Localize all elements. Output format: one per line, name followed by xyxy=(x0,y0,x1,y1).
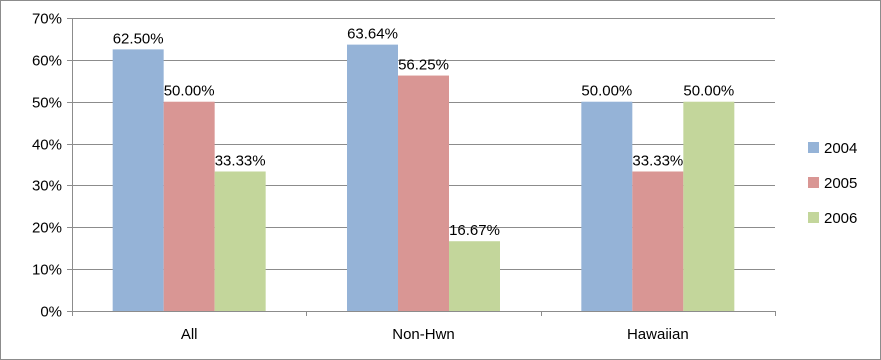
legend-label: 2005 xyxy=(824,175,857,192)
bar xyxy=(347,44,398,311)
bars xyxy=(112,44,735,312)
data-label: 33.33% xyxy=(632,152,683,169)
y-tick-label: 50% xyxy=(32,95,62,112)
data-label: 50.00% xyxy=(581,83,632,100)
y-tick-label: 60% xyxy=(32,53,62,70)
legend-swatch xyxy=(808,212,819,223)
y-tick-label: 70% xyxy=(32,11,62,28)
x-tick-label: Hawaiian xyxy=(627,326,689,343)
x-tick-label: All xyxy=(181,326,198,343)
y-axis: 0% 10% 20% 30% 40% 50% 60% 70% xyxy=(32,11,73,321)
bar xyxy=(163,101,215,311)
x-tick-label: Non-Hwn xyxy=(392,326,455,343)
legend-label: 2004 xyxy=(824,140,857,157)
bar xyxy=(398,75,449,311)
bar xyxy=(112,49,164,312)
data-labels: 62.50% 50.00% 33.33% 63.64%56.25% 16.67% 50.0… xyxy=(113,26,735,240)
data-label: 16.67% xyxy=(449,222,500,239)
bar xyxy=(581,101,633,311)
data-label: 50.00% xyxy=(164,83,215,100)
legend-label: 2006 xyxy=(824,210,857,227)
legend-swatch xyxy=(808,177,819,188)
bar xyxy=(683,101,735,311)
legend: 2004 2005 2006 xyxy=(808,140,857,227)
bar xyxy=(449,241,500,311)
y-tick-label: 10% xyxy=(32,262,62,279)
data-label: 33.33% xyxy=(215,152,266,169)
bar xyxy=(214,171,266,311)
legend-swatch xyxy=(808,142,819,153)
y-tick-label: 0% xyxy=(40,304,62,321)
x-axis: All Non-Hwn Hawaiian xyxy=(72,311,776,343)
y-tick-label: 40% xyxy=(32,137,62,154)
y-tick-label: 30% xyxy=(32,178,62,195)
data-label: 62.50% xyxy=(113,30,164,47)
y-tick-label: 20% xyxy=(32,220,62,237)
data-label: 50.00% xyxy=(683,83,734,100)
data-label: 63.64% xyxy=(347,26,398,43)
bar xyxy=(632,171,684,311)
data-label: 56.25% xyxy=(398,57,449,74)
